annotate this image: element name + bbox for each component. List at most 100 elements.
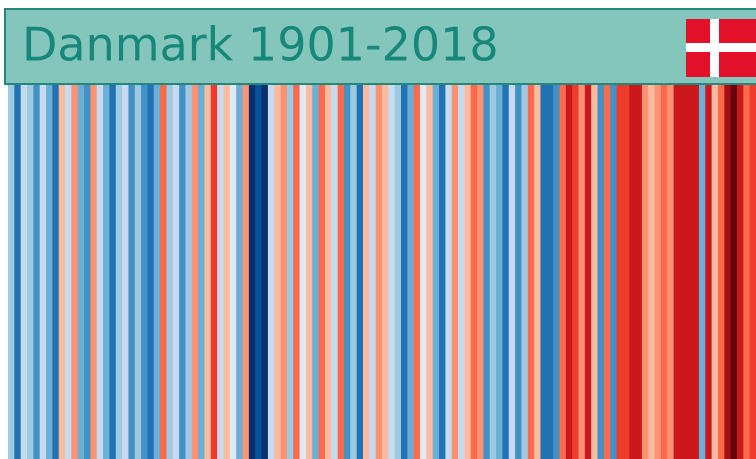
stripe (382, 84, 389, 459)
stripe (20, 84, 28, 459)
stripe (540, 84, 548, 459)
stripe (736, 84, 744, 459)
stripe (96, 84, 104, 459)
stripe (730, 84, 738, 459)
stripe (458, 84, 466, 459)
stripe (572, 84, 580, 459)
stripe (635, 84, 643, 459)
stripe (565, 84, 573, 459)
stripe (648, 84, 656, 459)
stripe (420, 84, 427, 459)
stripe (439, 84, 446, 459)
stripe (179, 84, 187, 459)
stripe (470, 84, 478, 459)
stripe (407, 84, 415, 459)
stripe (229, 84, 237, 459)
stripe (350, 84, 358, 459)
stripe (8, 84, 15, 459)
stripe (369, 84, 377, 459)
stripe (293, 84, 301, 459)
stripe (616, 84, 624, 459)
stripe (58, 84, 66, 459)
stripe (432, 84, 440, 459)
stripe (362, 84, 370, 459)
stripe (388, 84, 396, 459)
stripe (185, 84, 193, 459)
stripe (109, 84, 117, 459)
stripes (8, 84, 756, 459)
stripe (553, 84, 561, 459)
stripe (445, 84, 453, 459)
stripe (578, 84, 586, 459)
stripe (71, 84, 79, 459)
stripe (77, 84, 85, 459)
stripe (654, 84, 662, 459)
stripe (337, 84, 345, 459)
stripe (515, 84, 523, 459)
stripe (413, 84, 421, 459)
stripe (711, 84, 719, 459)
stripe (679, 84, 687, 459)
stripe (84, 84, 92, 459)
stripe (527, 84, 535, 459)
stripe (160, 84, 168, 459)
stripe (223, 84, 231, 459)
stripe (217, 84, 225, 459)
stripe (451, 84, 459, 459)
stripe (749, 84, 756, 459)
stripe (153, 84, 161, 459)
title-bar (4, 8, 756, 85)
stripe (236, 84, 244, 459)
stripe (248, 84, 256, 459)
stripe (204, 84, 212, 459)
stripe (305, 84, 313, 459)
stripe (147, 84, 155, 459)
stripe (591, 84, 599, 459)
stripe (464, 84, 472, 459)
stripe (724, 84, 732, 459)
stripe (534, 84, 542, 459)
stripe (502, 84, 510, 459)
stripe (483, 84, 491, 459)
flag-cross (686, 43, 756, 52)
stripe (65, 84, 72, 459)
stripe (242, 84, 250, 459)
stripe (318, 84, 326, 459)
stripe (546, 84, 554, 459)
stripe (686, 84, 694, 459)
stripe (496, 84, 504, 459)
stripe (128, 84, 136, 459)
stripe (52, 84, 60, 459)
stripe (39, 84, 47, 459)
stripe (394, 84, 402, 459)
stripe (90, 84, 98, 459)
stripe (255, 84, 263, 459)
stripe (698, 84, 706, 459)
stripe (267, 84, 275, 459)
stripe (141, 84, 149, 459)
stripe (641, 84, 649, 459)
stripe (559, 84, 567, 459)
chart-title: Danmark 1901-2018 (22, 18, 499, 72)
flag (686, 19, 756, 77)
stripe (375, 84, 383, 459)
stripe (401, 84, 408, 459)
stripe (191, 84, 199, 459)
stripe (27, 84, 34, 459)
stripe (705, 84, 713, 459)
stripe (743, 84, 751, 459)
stripe (261, 84, 269, 459)
stripe (622, 84, 630, 459)
stripe (629, 84, 637, 459)
stripe (717, 84, 725, 459)
stripe (122, 84, 130, 459)
stripe (597, 84, 605, 459)
stripe (660, 84, 668, 459)
stripe (521, 84, 529, 459)
stripe (46, 84, 53, 459)
stripe (603, 84, 611, 459)
stripe (198, 84, 206, 459)
stripe (210, 84, 218, 459)
stripe (331, 84, 339, 459)
